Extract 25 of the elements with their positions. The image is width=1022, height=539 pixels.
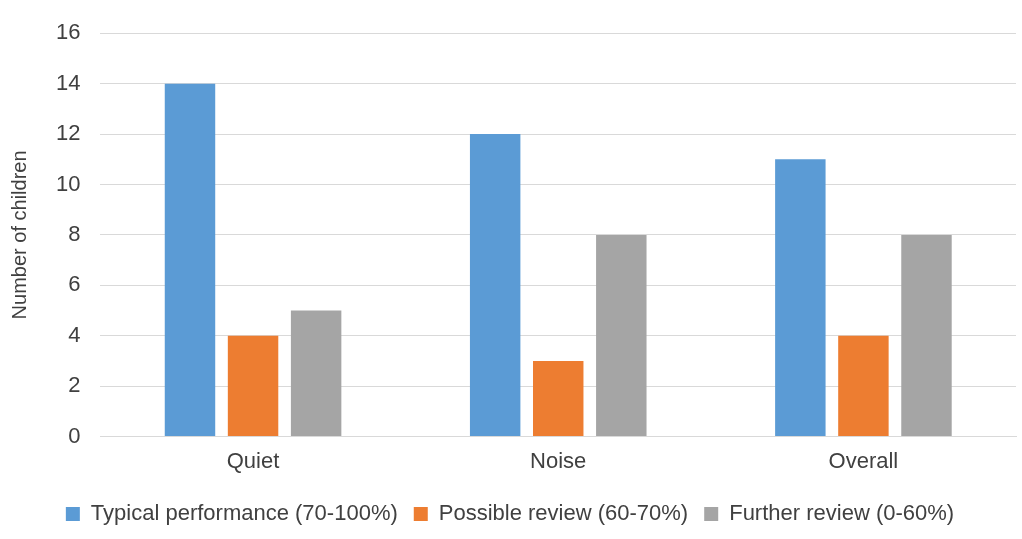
x-tick-label: Quiet xyxy=(226,447,280,473)
y-tick-label: 8 xyxy=(68,220,81,246)
bar xyxy=(838,335,889,437)
x-tick-label: Noise xyxy=(530,447,587,473)
y-tick-label: 6 xyxy=(68,271,81,297)
y-tick-label: 10 xyxy=(55,170,81,196)
bar xyxy=(596,234,647,437)
legend-label: Typical performance (70-100%) xyxy=(90,500,398,526)
bar xyxy=(227,335,279,437)
y-tick-label: 14 xyxy=(55,69,81,95)
bar xyxy=(469,134,521,437)
y-tick-label: 16 xyxy=(55,19,81,45)
bar xyxy=(533,360,584,437)
legend-label: Further review (0-60%) xyxy=(729,500,955,526)
y-tick-label: 12 xyxy=(55,120,81,146)
bar xyxy=(290,310,342,437)
bar xyxy=(901,234,952,437)
bar xyxy=(775,159,826,437)
y-tick-label: 4 xyxy=(68,321,81,347)
bar xyxy=(164,83,216,437)
y-tick-label: 2 xyxy=(68,372,81,398)
legend-label: Possible review (60-70%) xyxy=(438,500,689,526)
y-axis-title: Number of children xyxy=(7,150,30,320)
x-tick-label: Overall xyxy=(828,447,899,473)
y-tick-label: 0 xyxy=(68,422,81,448)
